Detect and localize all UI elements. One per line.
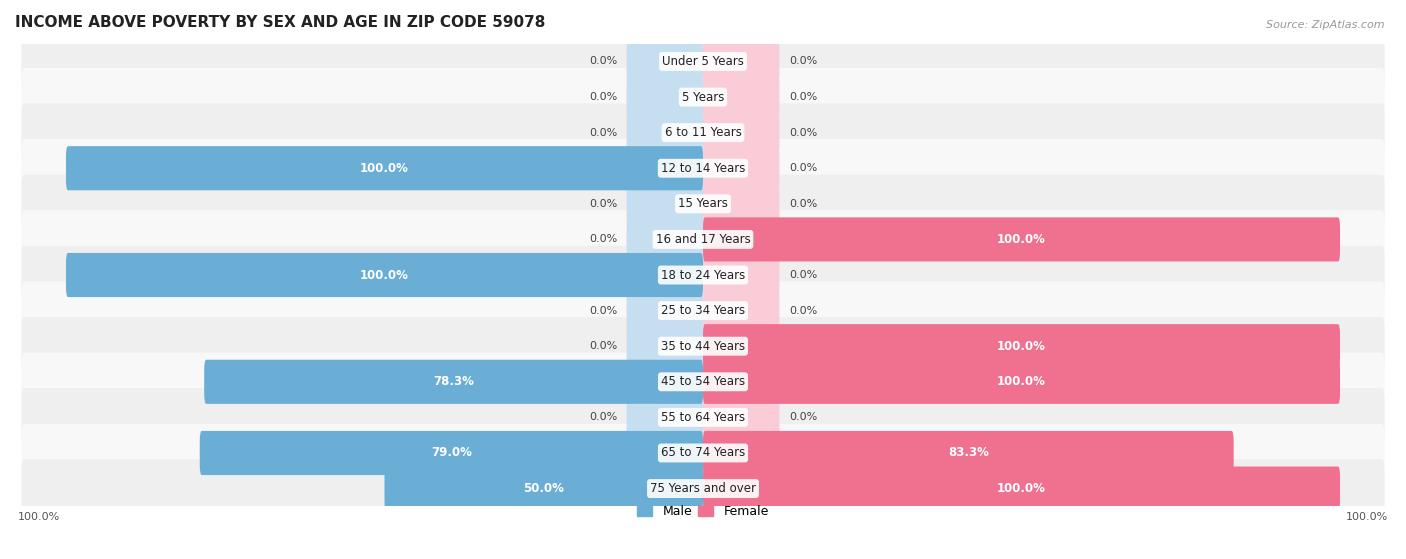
Text: 0.0%: 0.0%	[589, 341, 617, 351]
Text: 0.0%: 0.0%	[789, 56, 817, 67]
FancyBboxPatch shape	[21, 210, 1385, 269]
Text: 0.0%: 0.0%	[789, 92, 817, 102]
FancyBboxPatch shape	[703, 75, 779, 119]
Text: 100.0%: 100.0%	[997, 375, 1046, 389]
FancyBboxPatch shape	[627, 146, 703, 190]
FancyBboxPatch shape	[627, 467, 703, 510]
Text: 100.0%: 100.0%	[1346, 511, 1388, 522]
Text: 50.0%: 50.0%	[523, 482, 564, 495]
FancyBboxPatch shape	[703, 39, 779, 83]
FancyBboxPatch shape	[21, 281, 1385, 340]
Text: 0.0%: 0.0%	[789, 163, 817, 173]
Text: 12 to 14 Years: 12 to 14 Years	[661, 162, 745, 175]
Text: 65 to 74 Years: 65 to 74 Years	[661, 447, 745, 459]
FancyBboxPatch shape	[627, 39, 703, 83]
Text: 15 Years: 15 Years	[678, 197, 728, 210]
Text: 100.0%: 100.0%	[360, 162, 409, 175]
Text: 0.0%: 0.0%	[589, 199, 617, 209]
FancyBboxPatch shape	[703, 467, 1340, 510]
Text: 0.0%: 0.0%	[589, 92, 617, 102]
FancyBboxPatch shape	[627, 253, 703, 297]
Text: 100.0%: 100.0%	[997, 340, 1046, 353]
FancyBboxPatch shape	[21, 103, 1385, 162]
FancyBboxPatch shape	[703, 217, 779, 262]
FancyBboxPatch shape	[627, 182, 703, 226]
FancyBboxPatch shape	[627, 75, 703, 119]
FancyBboxPatch shape	[703, 395, 779, 439]
FancyBboxPatch shape	[204, 360, 703, 404]
Text: 0.0%: 0.0%	[589, 56, 617, 67]
FancyBboxPatch shape	[21, 317, 1385, 376]
FancyBboxPatch shape	[703, 324, 779, 368]
FancyBboxPatch shape	[21, 139, 1385, 197]
Text: Source: ZipAtlas.com: Source: ZipAtlas.com	[1267, 20, 1385, 30]
FancyBboxPatch shape	[627, 324, 703, 368]
FancyBboxPatch shape	[66, 146, 703, 190]
FancyBboxPatch shape	[21, 424, 1385, 482]
FancyBboxPatch shape	[703, 360, 779, 404]
FancyBboxPatch shape	[21, 246, 1385, 304]
FancyBboxPatch shape	[384, 467, 703, 510]
Text: 83.3%: 83.3%	[948, 447, 988, 459]
FancyBboxPatch shape	[703, 324, 1340, 368]
FancyBboxPatch shape	[627, 360, 703, 404]
FancyBboxPatch shape	[627, 395, 703, 439]
Text: Under 5 Years: Under 5 Years	[662, 55, 744, 68]
Text: 55 to 64 Years: 55 to 64 Years	[661, 411, 745, 424]
FancyBboxPatch shape	[21, 174, 1385, 233]
Text: 0.0%: 0.0%	[589, 306, 617, 316]
Text: 25 to 34 Years: 25 to 34 Years	[661, 304, 745, 317]
FancyBboxPatch shape	[703, 146, 779, 190]
FancyBboxPatch shape	[703, 288, 779, 333]
FancyBboxPatch shape	[21, 32, 1385, 91]
Text: 5 Years: 5 Years	[682, 91, 724, 103]
Text: 0.0%: 0.0%	[789, 306, 817, 316]
FancyBboxPatch shape	[703, 431, 779, 475]
Text: 75 Years and over: 75 Years and over	[650, 482, 756, 495]
Text: 78.3%: 78.3%	[433, 375, 474, 389]
Text: 35 to 44 Years: 35 to 44 Years	[661, 340, 745, 353]
FancyBboxPatch shape	[627, 217, 703, 262]
Text: 18 to 24 Years: 18 to 24 Years	[661, 268, 745, 282]
FancyBboxPatch shape	[703, 431, 1233, 475]
FancyBboxPatch shape	[627, 431, 703, 475]
FancyBboxPatch shape	[703, 253, 779, 297]
FancyBboxPatch shape	[66, 253, 703, 297]
Text: 100.0%: 100.0%	[997, 233, 1046, 246]
FancyBboxPatch shape	[21, 353, 1385, 411]
Text: 0.0%: 0.0%	[789, 127, 817, 138]
FancyBboxPatch shape	[21, 388, 1385, 447]
Text: 100.0%: 100.0%	[997, 482, 1046, 495]
FancyBboxPatch shape	[703, 111, 779, 155]
Text: 0.0%: 0.0%	[789, 270, 817, 280]
FancyBboxPatch shape	[627, 288, 703, 333]
FancyBboxPatch shape	[627, 111, 703, 155]
Text: INCOME ABOVE POVERTY BY SEX AND AGE IN ZIP CODE 59078: INCOME ABOVE POVERTY BY SEX AND AGE IN Z…	[15, 15, 546, 30]
Text: 79.0%: 79.0%	[430, 447, 472, 459]
Text: 0.0%: 0.0%	[789, 413, 817, 423]
FancyBboxPatch shape	[21, 459, 1385, 518]
FancyBboxPatch shape	[200, 431, 703, 475]
Text: 0.0%: 0.0%	[589, 127, 617, 138]
FancyBboxPatch shape	[703, 217, 1340, 262]
Legend: Male, Female: Male, Female	[633, 500, 773, 523]
FancyBboxPatch shape	[21, 68, 1385, 126]
Text: 100.0%: 100.0%	[360, 268, 409, 282]
Text: 0.0%: 0.0%	[589, 234, 617, 244]
Text: 0.0%: 0.0%	[789, 199, 817, 209]
Text: 16 and 17 Years: 16 and 17 Years	[655, 233, 751, 246]
Text: 6 to 11 Years: 6 to 11 Years	[665, 126, 741, 139]
Text: 45 to 54 Years: 45 to 54 Years	[661, 375, 745, 389]
Text: 100.0%: 100.0%	[18, 511, 60, 522]
FancyBboxPatch shape	[703, 360, 1340, 404]
FancyBboxPatch shape	[703, 182, 779, 226]
Text: 0.0%: 0.0%	[589, 413, 617, 423]
FancyBboxPatch shape	[703, 467, 779, 510]
